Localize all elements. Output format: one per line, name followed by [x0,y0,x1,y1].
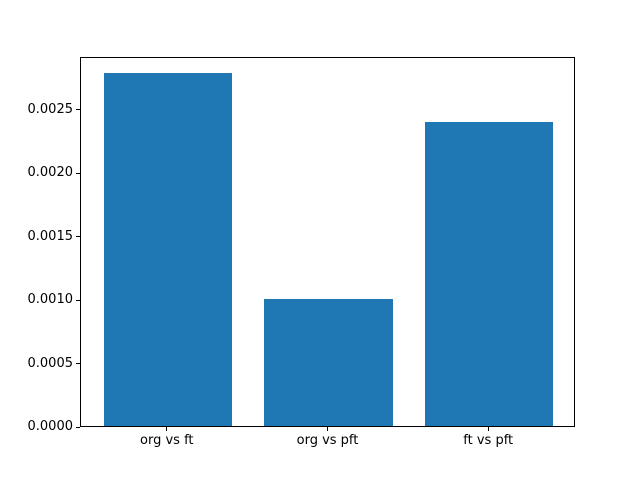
x-tick-label-org-vs-ft: org vs ft [140,433,194,448]
y-tick-label: 0.0010 [27,292,74,308]
x-tick-mark [166,427,168,431]
bar-ft-vs-pft [424,121,554,426]
y-tick-mark [76,109,80,111]
y-tick-mark [76,172,80,174]
y-tick-mark [76,426,80,428]
y-tick-label: 0.0020 [27,165,74,181]
y-tick-mark [76,236,80,238]
x-tick-mark [487,427,489,431]
y-tick-label: 0.0025 [27,101,74,117]
bar-org-vs-pft [264,299,393,426]
y-tick-label: 0.0015 [27,228,74,244]
y-tick-mark [76,299,80,301]
y-tick-label: 0.0000 [27,419,74,434]
x-tick-label-ft-vs-pft: ft vs pft [463,433,514,448]
x-tick-label-org-vs-pft: org vs pft [296,433,359,448]
y-tick-label: 0.0005 [27,355,74,371]
x-tick-mark [327,427,328,431]
y-tick-mark [76,363,80,365]
plot-area [80,57,575,427]
bar-org-vs-ft [103,73,233,426]
